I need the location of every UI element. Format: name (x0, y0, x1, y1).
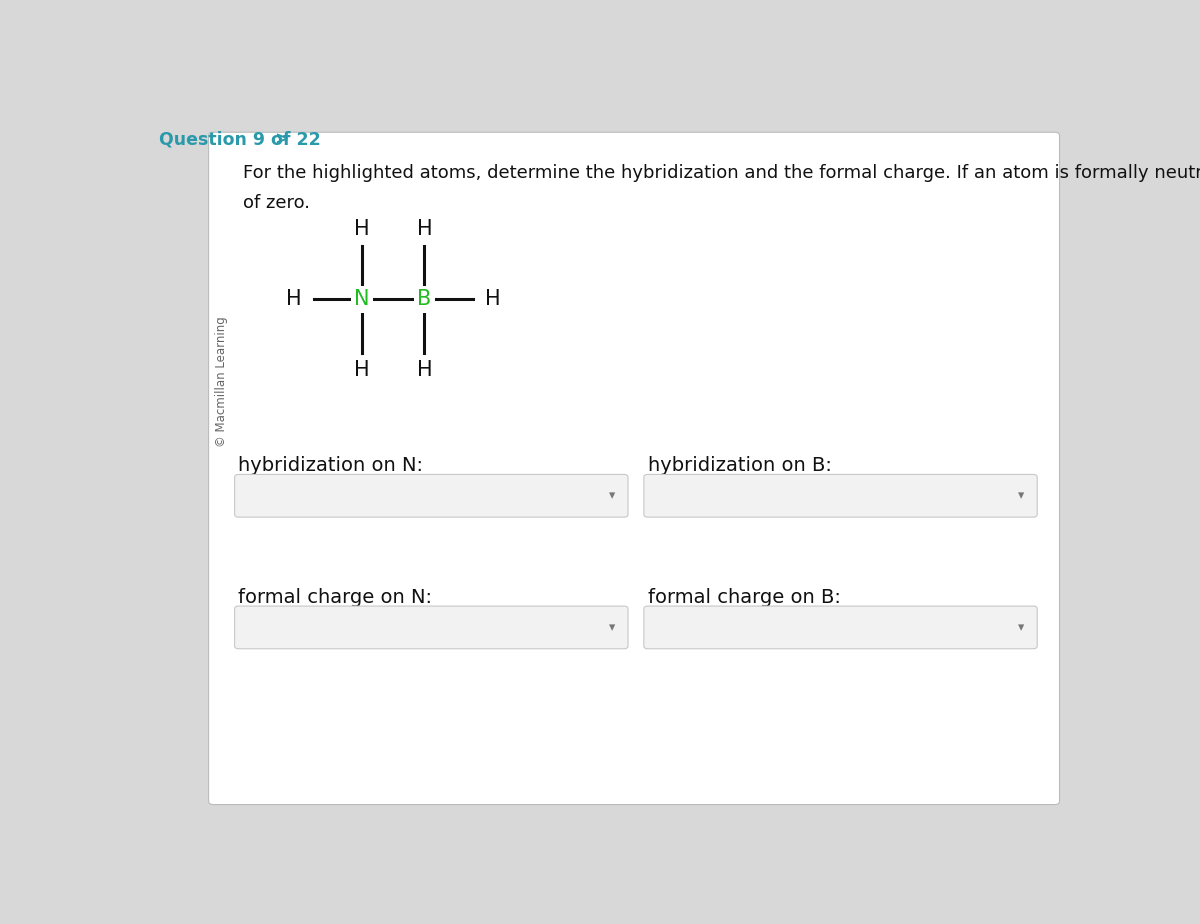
Text: ▾: ▾ (610, 621, 616, 634)
FancyBboxPatch shape (209, 132, 1060, 805)
Text: formal charge on N:: formal charge on N: (239, 588, 432, 607)
Text: ▾: ▾ (1019, 490, 1025, 503)
Text: N: N (354, 289, 370, 310)
Text: H: H (416, 219, 432, 239)
Text: H: H (354, 359, 370, 380)
FancyBboxPatch shape (235, 606, 628, 649)
Text: B: B (418, 289, 432, 310)
Text: formal charge on B:: formal charge on B: (648, 588, 840, 607)
FancyBboxPatch shape (644, 474, 1037, 517)
Text: ▾: ▾ (1019, 621, 1025, 634)
Text: For the highlighted atoms, determine the hybridization and the formal charge. If: For the highlighted atoms, determine the… (242, 164, 1200, 182)
Text: H: H (286, 289, 301, 310)
FancyBboxPatch shape (644, 606, 1037, 649)
Text: ▾: ▾ (610, 490, 616, 503)
Text: hybridization on N:: hybridization on N: (239, 456, 424, 475)
Text: H: H (485, 289, 500, 310)
Text: © Macmillan Learning: © Macmillan Learning (215, 316, 228, 446)
FancyBboxPatch shape (235, 474, 628, 517)
Text: H: H (354, 219, 370, 239)
Text: Question 9 of 22: Question 9 of 22 (160, 131, 322, 149)
Text: >: > (274, 131, 288, 149)
Text: of zero.: of zero. (242, 194, 310, 213)
Text: H: H (416, 359, 432, 380)
Text: hybridization on B:: hybridization on B: (648, 456, 832, 475)
